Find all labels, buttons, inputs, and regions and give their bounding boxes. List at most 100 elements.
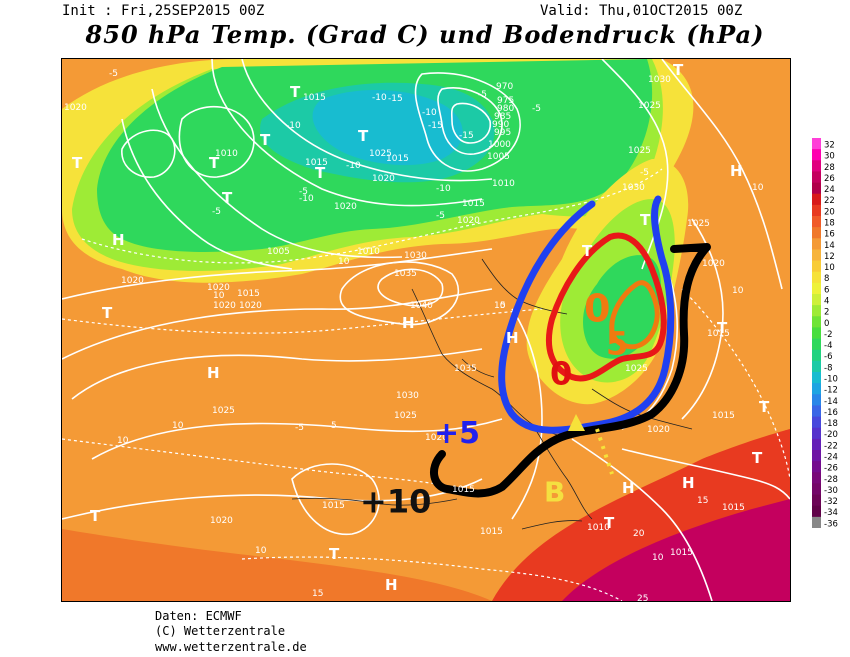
scale-swatch	[812, 405, 821, 417]
annotation-label: 0	[550, 355, 572, 393]
isobar-label: 1015	[386, 154, 409, 164]
isotherm-label: -15	[428, 121, 443, 131]
init-time: Init : Fri,25SEP2015 00Z	[62, 3, 265, 19]
scale-label: -16	[824, 408, 838, 418]
isobar-label: 1025	[625, 364, 648, 374]
isotherm-label: 10	[732, 286, 744, 296]
isotherm-label: -5	[436, 211, 445, 221]
east-orange-contour	[609, 280, 660, 350]
isobar-label: 1025	[394, 411, 417, 421]
south-warm-field	[62, 529, 492, 601]
annotation-label: 5	[606, 325, 628, 363]
scale-swatch	[812, 327, 821, 339]
scale-label: 30	[824, 152, 835, 162]
isobar-label: 1015	[707, 329, 730, 339]
scale-swatch	[812, 349, 821, 362]
scale-label: 4	[824, 296, 829, 306]
zero-isotherm	[545, 232, 667, 382]
scale-swatch	[812, 216, 821, 228]
scale-label: -14	[824, 397, 838, 407]
isotherm-label: 10	[213, 291, 225, 301]
isobar-label: 1015	[322, 501, 345, 511]
scale-label: 24	[824, 185, 835, 195]
isobar-label: 1020	[372, 174, 395, 184]
scale-label: -22	[824, 441, 838, 451]
isobar-label: 1025	[638, 101, 661, 111]
scale-swatch	[812, 494, 821, 507]
isotherm-label: 5	[500, 301, 506, 311]
scale-swatch	[812, 505, 821, 518]
scale-label: -24	[824, 452, 838, 462]
isobar-label: 1005	[487, 152, 510, 162]
isobar-label: 1005	[267, 247, 290, 257]
scale-label: 22	[824, 196, 835, 206]
scale-label: 2	[824, 308, 829, 318]
footer-url[interactable]: www.wetterzentrale.de	[155, 640, 307, 654]
scale-label: 12	[824, 252, 835, 262]
scale-swatch	[812, 171, 821, 183]
low-pressure-marker: T	[209, 154, 220, 172]
isobar-label: 975	[497, 96, 514, 106]
isotherm-label: 25	[637, 594, 648, 601]
scale-label: -32	[824, 497, 838, 507]
scale-swatch	[812, 360, 821, 373]
high-pressure-marker: H	[622, 479, 635, 497]
high-pressure-marker: H	[385, 576, 398, 594]
isobar-label: 1020	[210, 516, 233, 526]
color-scale-bar: 32302826242220181614121086420-2-4-6-8-10…	[812, 138, 838, 529]
low-pressure-marker: T	[102, 304, 113, 322]
bracket-arrow	[568, 414, 585, 431]
scale-swatch	[812, 182, 821, 195]
scale-label: -8	[824, 363, 832, 373]
low-pressure-marker: T	[673, 61, 684, 79]
isotherm-label: 10	[652, 553, 664, 563]
low-pressure-marker: T	[759, 398, 770, 416]
isobar-label: 995	[494, 128, 511, 138]
scale-label: 14	[824, 241, 835, 251]
low-pressure-marker: T	[752, 449, 763, 467]
color-scale: 32 30 28 26 24 22 20 18 16 14 12 10 8 6 4 2 0 -2 -4 -6 -8 -10…	[808, 138, 850, 529]
high-pressure-marker: H	[112, 231, 125, 249]
scale-swatch	[812, 138, 821, 150]
isobar-label: 1020	[647, 425, 670, 435]
scale-label: -12	[824, 386, 838, 396]
scale-label: 6	[824, 285, 829, 295]
scale-swatch	[812, 249, 821, 261]
annotation-label: B	[544, 475, 565, 508]
isotherm-label: 10	[255, 546, 267, 556]
footer-data: Daten: ECMWF	[155, 609, 242, 623]
cold-core-cyan	[312, 89, 463, 166]
scale-swatch	[812, 305, 821, 317]
scale-label: 18	[824, 218, 835, 228]
isotherm-label: -15	[388, 94, 403, 104]
isotherm-label: -5	[299, 187, 308, 197]
scale-swatch	[812, 461, 821, 473]
scale-label: 10	[824, 263, 835, 273]
isobar-label: 1020	[64, 103, 87, 113]
scale-label: -10	[824, 374, 838, 384]
isobar-label: 1015	[670, 548, 693, 558]
isobars	[62, 59, 790, 601]
isobar-label: 1025	[687, 219, 710, 229]
scale-label: -18	[824, 419, 838, 429]
scale-label: 28	[824, 163, 835, 173]
scale-swatch	[812, 338, 821, 351]
isobar-label: 1010	[215, 149, 238, 159]
isobar-label: 1025	[212, 406, 235, 416]
low-pressure-marker: T	[582, 242, 593, 260]
isobar-label: 1035	[454, 364, 477, 374]
isotherm-label: -5	[109, 69, 118, 79]
isotherm-label: -5	[478, 90, 487, 100]
low-pressure-marker: T	[640, 211, 651, 229]
isobar-label: 1015	[305, 158, 328, 168]
scale-swatch	[812, 227, 821, 239]
isobar-label: 1020	[207, 283, 230, 293]
low-pressure-marker: T	[222, 189, 233, 207]
isotherm-label: -10	[346, 161, 361, 171]
isobar-label: 985	[494, 112, 511, 122]
high-pressure-marker: H	[682, 474, 695, 492]
scale-swatch	[812, 427, 821, 440]
isotherm-label: -10	[372, 93, 387, 103]
